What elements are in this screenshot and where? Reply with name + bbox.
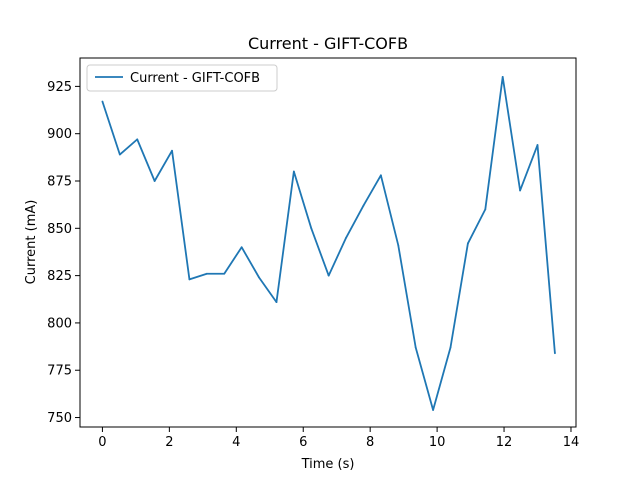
x-tick-label: 0 (98, 435, 106, 450)
data-point (136, 138, 139, 141)
y-tick-label: 850 (47, 222, 72, 237)
legend-box (86, 64, 278, 92)
y-tick-label: 900 (47, 127, 72, 142)
data-point (258, 276, 260, 279)
plot-area-frame (79, 57, 577, 428)
data-point (101, 100, 104, 103)
x-tick-label: 14 (563, 435, 580, 450)
data-point (327, 274, 330, 277)
data-point (205, 272, 208, 275)
y-tick-label: 775 (47, 364, 72, 379)
series-line-current-gift-cofb (101, 76, 556, 411)
data-point (240, 246, 243, 249)
y-tick-label: 875 (47, 175, 72, 190)
x-tick-label: 2 (165, 435, 173, 450)
data-point (188, 278, 191, 281)
data-point (292, 170, 295, 173)
data-point (554, 352, 556, 355)
data-point (153, 180, 156, 182)
y-axis-ticks: 750 775 800 825 850 875 900 925 (47, 80, 80, 426)
data-point (345, 236, 347, 239)
data-point (397, 244, 400, 247)
x-tick-label: 12 (496, 435, 513, 450)
y-axis-label: Current (mA) (24, 200, 39, 285)
data-point (118, 153, 121, 156)
data-point (432, 409, 434, 411)
data-point (275, 301, 278, 304)
data-point (379, 174, 382, 177)
data-point (171, 149, 173, 152)
legend: Current - GIFT-COFB (86, 64, 278, 92)
data-point (484, 208, 487, 211)
data-point (414, 346, 417, 349)
y-tick-label: 825 (47, 269, 72, 284)
data-point (449, 346, 452, 349)
x-tick-label: 10 (429, 435, 446, 450)
data-point (362, 204, 365, 207)
data-point (310, 227, 313, 230)
y-tick-label: 925 (47, 80, 72, 95)
x-tick-label: 6 (299, 435, 307, 450)
legend-label: Current - GIFT-COFB (130, 71, 260, 86)
y-tick-label: 750 (47, 411, 72, 426)
data-point (536, 144, 539, 146)
data-point (519, 189, 522, 192)
x-tick-label: 4 (232, 435, 240, 450)
x-tick-label: 8 (366, 435, 374, 450)
x-axis-ticks: 0 2 4 6 8 10 12 14 (98, 427, 579, 450)
data-point (501, 76, 504, 78)
x-axis-label: Time (s) (301, 457, 355, 472)
y-tick-label: 800 (47, 316, 72, 331)
data-point (223, 272, 226, 275)
data-point (466, 242, 469, 245)
series-points (101, 76, 556, 411)
chart-title: Current - GIFT-COFB (248, 34, 408, 53)
